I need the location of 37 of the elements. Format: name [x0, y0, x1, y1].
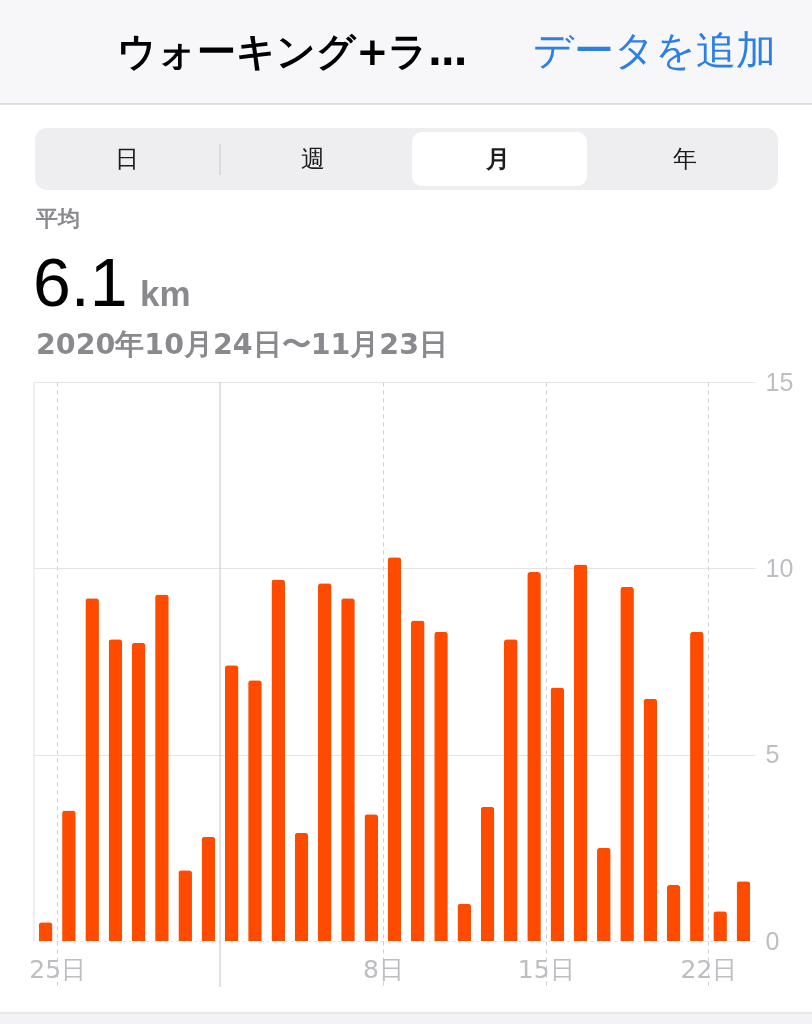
y-tick-label: 5	[765, 740, 780, 769]
text: 週	[301, 145, 325, 173]
bar	[38, 922, 53, 941]
bar	[666, 885, 681, 941]
bar	[224, 665, 239, 941]
y-tick-label: 15	[765, 367, 794, 396]
y-tick-label: 10	[765, 553, 794, 582]
bar	[131, 642, 146, 941]
bar	[387, 557, 402, 941]
text: 平均	[35, 206, 80, 231]
bar	[364, 814, 379, 941]
chart-subtitle: 2020年10月24日〜11月23日	[36, 328, 448, 361]
bar	[271, 579, 286, 941]
x-tick-label: 22日	[680, 954, 738, 984]
x-tick-label: 15日	[517, 954, 575, 984]
bar	[294, 832, 309, 941]
bar	[317, 583, 332, 941]
chart-title: ウォーキング+ラ…	[117, 29, 467, 74]
y-tick-label: 0	[765, 926, 780, 955]
text: データを追加	[533, 27, 776, 73]
bar	[503, 639, 518, 941]
bar	[108, 639, 123, 941]
text: km	[140, 274, 191, 313]
x-tick-label: 8日	[362, 954, 404, 984]
bar	[550, 687, 565, 941]
bar	[573, 564, 588, 941]
text: 6.1	[33, 244, 128, 320]
text: 年	[673, 145, 697, 173]
bar	[201, 836, 216, 941]
bar	[736, 881, 751, 941]
text: 月	[485, 145, 510, 173]
x-tick-label: 25日	[29, 954, 87, 984]
text: 日	[115, 145, 139, 173]
bar	[410, 620, 425, 941]
bar	[643, 698, 658, 941]
bar	[457, 903, 472, 941]
bar	[480, 806, 495, 941]
